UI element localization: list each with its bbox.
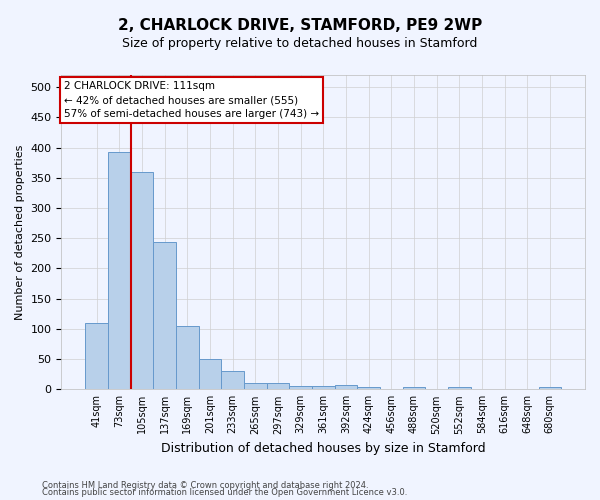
Bar <box>335 385 357 390</box>
Bar <box>448 387 470 390</box>
Bar <box>312 386 335 390</box>
Text: Size of property relative to detached houses in Stamford: Size of property relative to detached ho… <box>122 38 478 51</box>
Y-axis label: Number of detached properties: Number of detached properties <box>15 144 25 320</box>
Text: Contains HM Land Registry data © Crown copyright and database right 2024.: Contains HM Land Registry data © Crown c… <box>42 480 368 490</box>
Bar <box>131 172 153 390</box>
Bar <box>153 242 176 390</box>
Bar <box>85 323 108 390</box>
Bar <box>221 371 244 390</box>
Bar <box>244 384 266 390</box>
Bar <box>403 387 425 390</box>
Bar <box>289 386 312 390</box>
Bar <box>176 326 199 390</box>
Bar <box>357 388 380 390</box>
Text: Contains public sector information licensed under the Open Government Licence v3: Contains public sector information licen… <box>42 488 407 497</box>
Text: 2, CHARLOCK DRIVE, STAMFORD, PE9 2WP: 2, CHARLOCK DRIVE, STAMFORD, PE9 2WP <box>118 18 482 32</box>
Bar <box>199 359 221 390</box>
X-axis label: Distribution of detached houses by size in Stamford: Distribution of detached houses by size … <box>161 442 485 455</box>
Bar <box>266 384 289 390</box>
Text: 2 CHARLOCK DRIVE: 111sqm
← 42% of detached houses are smaller (555)
57% of semi-: 2 CHARLOCK DRIVE: 111sqm ← 42% of detach… <box>64 82 319 120</box>
Bar <box>108 152 131 390</box>
Bar <box>539 387 561 390</box>
